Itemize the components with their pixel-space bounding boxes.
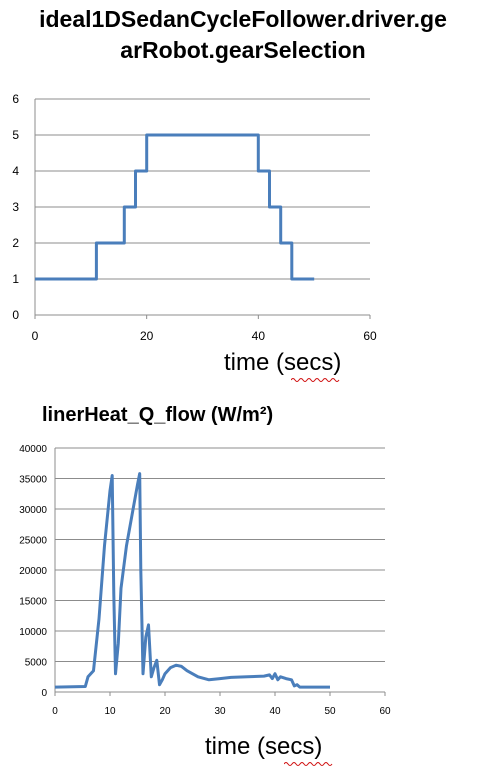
chart2-title: linerHeat_Q_flow (W/m²) (42, 404, 274, 426)
chart1-x-axis-label-text: time (secs) (224, 349, 342, 376)
chart2-x-tick-label: 0 (52, 706, 58, 717)
chart2-x-axis-label-text: time (secs) (205, 733, 323, 760)
spellcheck-underline (291, 378, 340, 382)
chart1-title: ideal1DSedanCycleFollower.driver.ge arRo… (0, 4, 486, 66)
chart1-y-tick-label: 6 (12, 92, 19, 106)
chart2-x-tick-label: 30 (214, 706, 226, 717)
chart1-title-line1: ideal1DSedanCycleFollower.driver.ge (39, 6, 447, 32)
chart1-title-line2: arRobot.gearSelection (120, 37, 366, 63)
chart2-y-tick-label: 40000 (19, 444, 47, 455)
chart2-y-tick-label: 30000 (19, 505, 47, 516)
chart1-x-tick-label: 20 (140, 329, 154, 343)
chart2-x-axis-label: time (secs) (205, 733, 322, 761)
chart2-x-tick-label: 40 (269, 706, 281, 717)
liner-heat-flow-chart: 0 5000 10000 15000 20000 25000 30000 35000 40000… (19, 444, 391, 717)
chart1-x-tick-label: 40 (252, 329, 266, 343)
chart2-y-tick-label: 35000 (19, 475, 47, 486)
chart1-y-tick-label: 3 (12, 200, 19, 214)
chart1-y-tick-label: 0 (12, 308, 19, 322)
chart1-series-line (35, 133, 315, 281)
chart1-x-tick-label: 60 (363, 329, 377, 343)
chart2-x-tick-label: 50 (324, 706, 336, 717)
chart2-y-tick-label: 15000 (19, 597, 47, 608)
chart2-x-tick-label: 60 (379, 706, 391, 717)
spellcheck-underline (284, 762, 333, 766)
chart1-y-tick-label: 4 (12, 164, 19, 178)
chart2-y-tick-label: 0 (41, 688, 47, 699)
chart1-y-tick-label: 5 (12, 128, 19, 142)
chart1-x-tick-label: 0 (32, 329, 39, 343)
chart1-y-tick-label: 1 (12, 272, 19, 286)
chart1-y-tick-label: 2 (12, 236, 19, 250)
chart2-series-line (54, 472, 330, 689)
chart2-y-tick-label: 25000 (19, 536, 47, 547)
chart1-x-axis-label: time (secs) (224, 349, 341, 377)
chart2-y-tick-label: 10000 (19, 627, 47, 638)
chart2-y-tick-label: 20000 (19, 566, 47, 577)
chart2-x-tick-label: 10 (104, 706, 116, 717)
chart2-y-tick-label: 5000 (25, 658, 48, 669)
chart2-x-tick-label: 20 (159, 706, 171, 717)
